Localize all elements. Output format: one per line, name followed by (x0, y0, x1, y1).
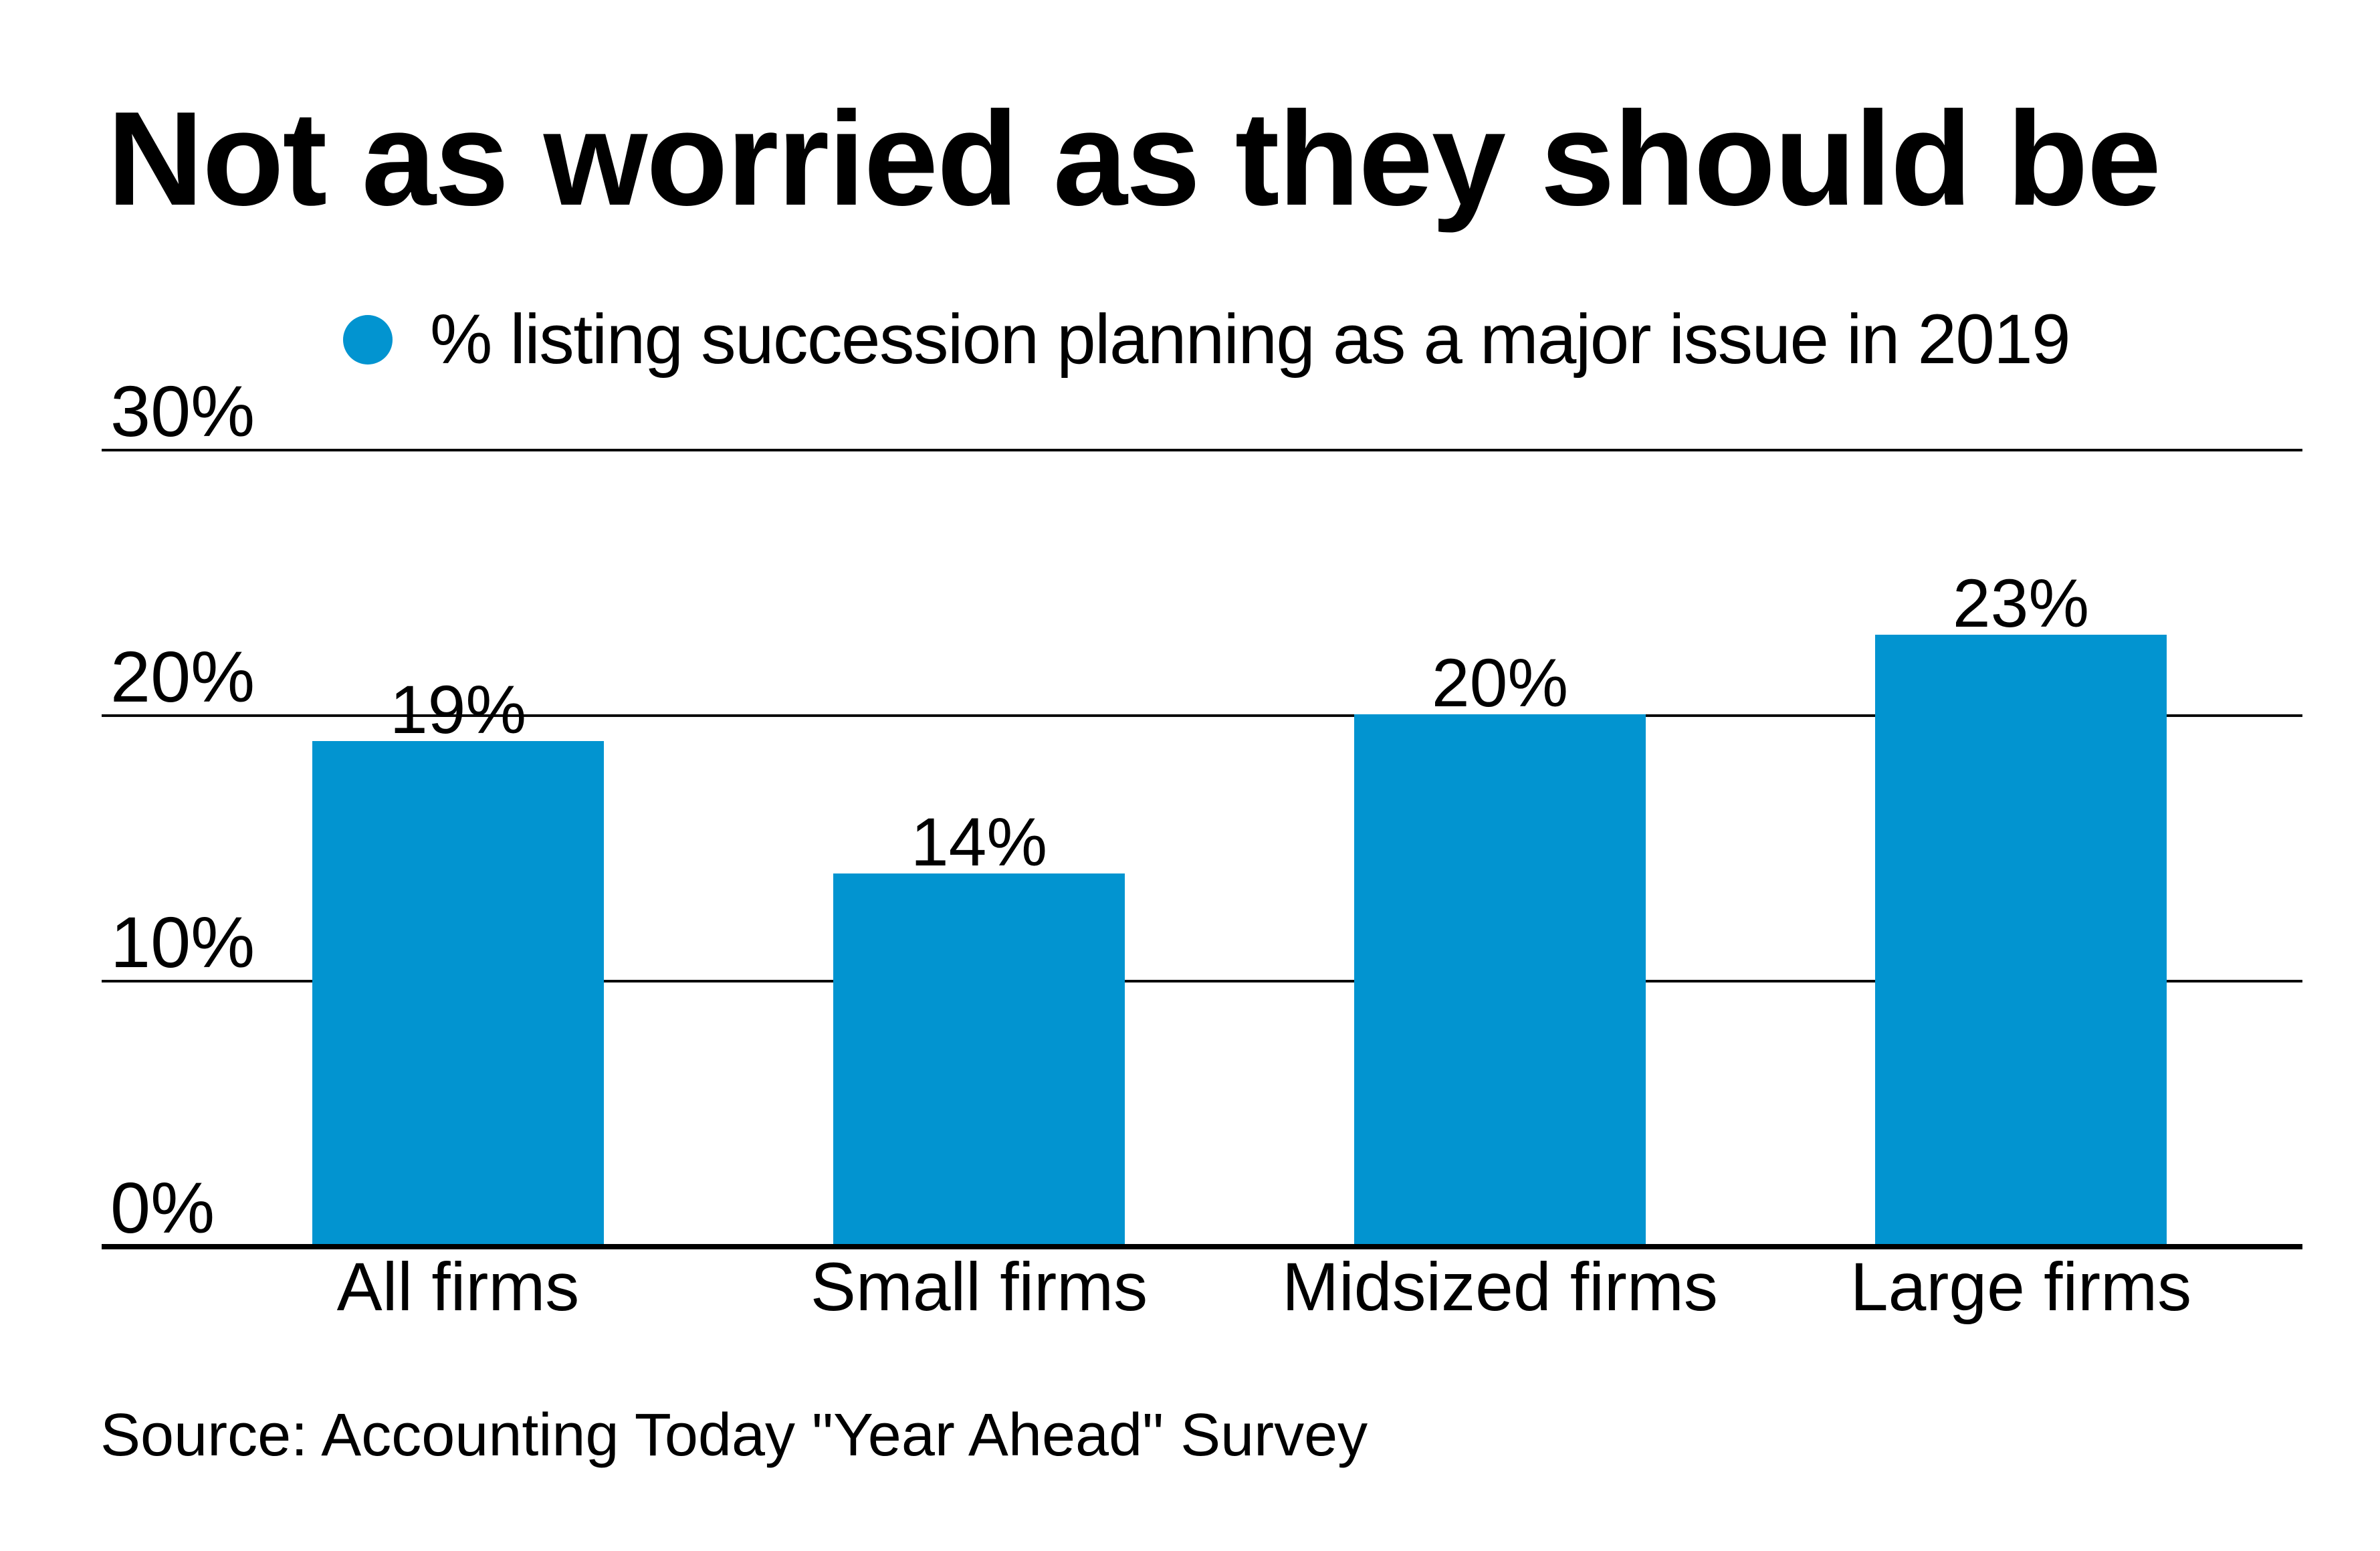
y-axis-tick-label: 10% (110, 902, 255, 983)
x-axis-category-label: Midsized firms (1282, 1249, 1718, 1325)
legend-marker-icon (343, 314, 393, 365)
chart-title: Not as worried as they should be (107, 84, 2161, 233)
bar-value-label: 19% (389, 671, 527, 748)
source-note: Source: Accounting Today "Year Ahead" Su… (100, 1402, 1368, 1469)
x-axis-category-label: Large firms (1850, 1249, 2192, 1325)
gridline (102, 714, 2302, 717)
bar (833, 873, 1125, 1247)
y-axis-tick-label: 20% (110, 636, 255, 717)
bar-value-label: 14% (910, 804, 1048, 881)
bar (1875, 634, 2167, 1247)
legend-label: % listing succession planning as a major… (430, 300, 2071, 379)
x-axis-line (102, 1244, 2302, 1249)
bar-value-label: 20% (1431, 645, 1569, 721)
legend: % listing succession planning as a major… (343, 300, 2071, 379)
gridline (102, 449, 2302, 451)
y-axis-tick-label: 30% (110, 371, 255, 451)
bar (312, 740, 604, 1247)
x-axis-category-label: Small firms (810, 1249, 1148, 1325)
bar (1354, 714, 1646, 1247)
bar-value-label: 23% (1952, 564, 2090, 641)
gridline (102, 980, 2302, 983)
x-axis-category-label: All firms (336, 1249, 580, 1325)
y-axis-tick-label: 0% (110, 1167, 215, 1248)
